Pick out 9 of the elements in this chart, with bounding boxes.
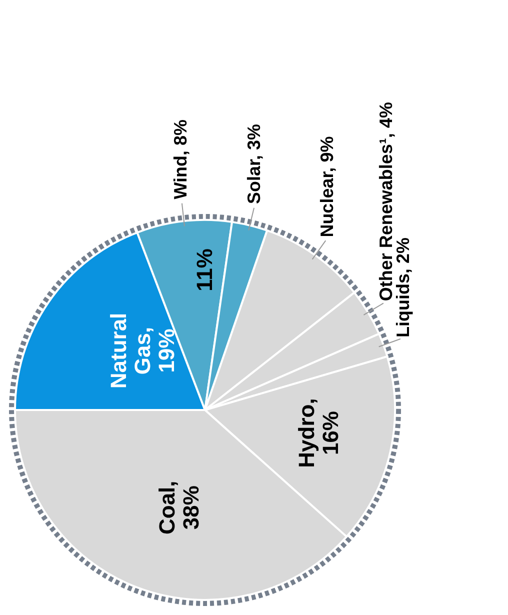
- slice-label: Nuclear, 9%: [316, 136, 337, 238]
- slice-label: Hydro, 16%: [294, 398, 343, 468]
- slice-label: Other Renewables¹, 4%: [376, 102, 396, 302]
- slice-label: Coal, 38%: [154, 480, 204, 535]
- slice-label: Natural Gas, 19%: [106, 312, 179, 389]
- slice-label: Wind, 8%: [170, 119, 190, 200]
- slice-label: Liquids, 2%: [393, 237, 414, 338]
- text: 11%: [192, 248, 217, 292]
- slice-label: Solar, 3%: [244, 124, 264, 204]
